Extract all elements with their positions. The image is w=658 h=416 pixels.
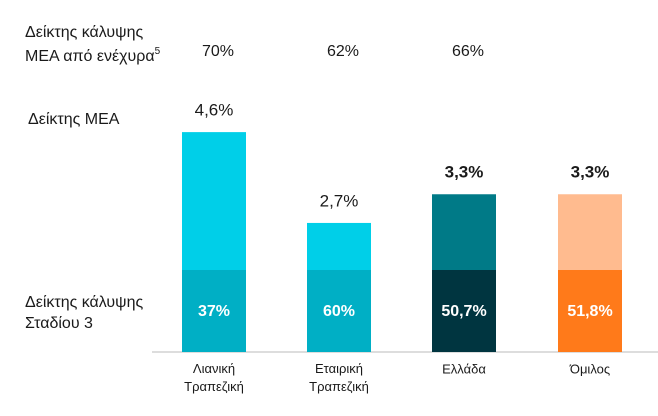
stage3-label: 37% xyxy=(198,303,230,320)
category-label-line: Εταιρική xyxy=(315,361,363,376)
collateral-label: 66% xyxy=(452,43,484,60)
category-label: Όμιλος xyxy=(569,361,610,376)
stage3-label: 51,8% xyxy=(567,303,612,320)
stage3-segment xyxy=(558,270,622,352)
stage3-label: 60% xyxy=(323,303,355,320)
footnote-mark: 5 xyxy=(155,46,161,57)
category-label: Λιανική Τραπεζική xyxy=(184,361,244,394)
category-label-line: Τραπεζική xyxy=(184,379,244,394)
category-label-line: Τραπεζική xyxy=(309,379,369,394)
stage3-segment xyxy=(307,270,371,352)
row-label: Δείκτης κάλυψης xyxy=(25,294,143,311)
bar-value-label: 3,3% xyxy=(445,163,484,182)
category-label: Εταιρική Τραπεζική xyxy=(309,361,369,394)
collateral-label: 70% xyxy=(202,43,234,60)
collateral-label: 62% xyxy=(327,43,359,60)
category-label-line: Λιανική xyxy=(193,361,235,376)
row-label: Δείκτης κάλυψης xyxy=(25,24,143,41)
row-label: ΜΕΑ από ενέχυρα5 xyxy=(25,46,161,66)
row-label: Δείκτης ΜΕΑ xyxy=(28,111,120,128)
category-label: Ελλάδα xyxy=(442,361,486,376)
stage3-label: 50,7% xyxy=(441,303,486,320)
stage3-segment xyxy=(182,270,246,352)
row-label: Σταδίου 3 xyxy=(25,315,93,332)
row-label-line: ΜΕΑ από ενέχυρα xyxy=(25,48,155,65)
bar-value-label: 4,6% xyxy=(195,101,234,120)
stage3-segment xyxy=(432,270,496,352)
bar-value-label: 3,3% xyxy=(571,163,610,182)
bar-value-label: 2,7% xyxy=(320,191,359,210)
